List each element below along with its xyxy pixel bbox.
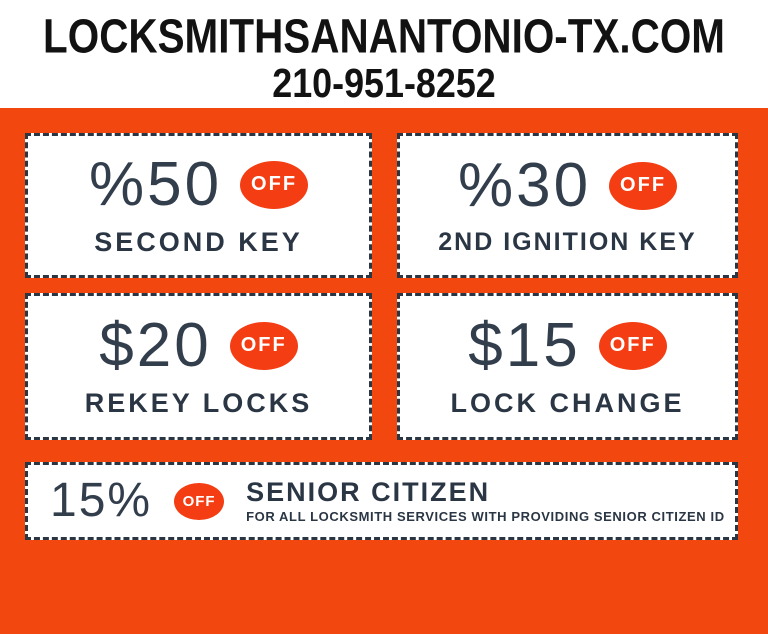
discount-value: %50 (88, 149, 223, 219)
coupon-senior-citizen: 15% OFF SENIOR CITIZEN FOR ALL LOCKSMITH… (25, 462, 738, 540)
coupon-label: SECOND KEY (94, 226, 303, 257)
coupon-lock-change: $15 OFF LOCK CHANGE (397, 293, 738, 440)
off-badge: OFF (609, 161, 678, 210)
header: LOCKSMITHSANANTONIO-TX.COM 210-951-8252 (0, 0, 768, 108)
discount-value: $20 (99, 310, 212, 380)
coupon-2nd-ignition-key: %30 OFF 2ND IGNITION KEY (397, 133, 738, 278)
site-title: LOCKSMITHSANANTONIO-TX.COM (43, 9, 725, 64)
coupon-label: 2ND IGNITION KEY (438, 227, 697, 256)
coupon-label: REKEY LOCKS (84, 387, 313, 418)
phone-number: 210-951-8252 (272, 60, 496, 107)
coupon-second-key: %50 OFF SECOND KEY (25, 133, 372, 278)
off-badge: OFF (240, 160, 309, 209)
coupon-text-block: SENIOR CITIZEN FOR ALL LOCKSMITH SERVICE… (246, 476, 725, 525)
coupon-subtitle: FOR ALL LOCKSMITH SERVICES WITH PROVIDIN… (246, 509, 725, 525)
discount-row: $15 OFF (468, 310, 667, 380)
off-badge: OFF (174, 482, 225, 520)
discount-row: $20 OFF (99, 310, 298, 380)
discount-row: %30 OFF (457, 150, 678, 220)
off-badge: OFF (229, 321, 298, 370)
coupon-title: SENIOR CITIZEN (246, 476, 491, 507)
off-badge: OFF (598, 321, 667, 370)
discount-value: 15% (50, 474, 153, 527)
discount-value: %30 (457, 150, 592, 220)
coupon-rekey-locks: $20 OFF REKEY LOCKS (25, 293, 372, 440)
coupon-label: LOCK CHANGE (450, 387, 685, 418)
discount-value: $15 (468, 310, 581, 380)
coupons-panel: %50 OFF SECOND KEY %30 OFF 2ND IGNITION … (0, 108, 768, 634)
discount-row: %50 OFF (88, 149, 309, 219)
